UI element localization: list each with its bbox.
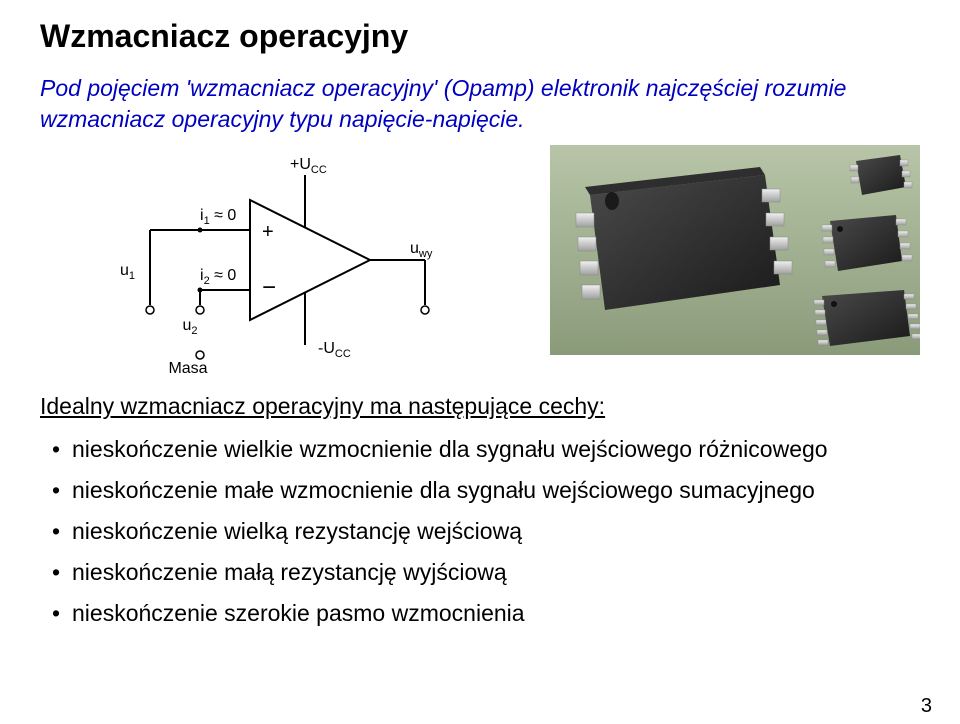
bullet-item: nieskończenie małe wzmocnienie dla sygna… bbox=[52, 475, 920, 506]
label-uwy: uwy bbox=[410, 240, 433, 260]
bullet-item: nieskończenie wielkie wzmocnienie dla sy… bbox=[52, 434, 920, 465]
page: Wzmacniacz operacyjny Pod pojęciem 'wzma… bbox=[0, 0, 960, 724]
opamp-plus-label: + bbox=[262, 221, 274, 243]
intro-text: Pod pojęciem 'wzmacniacz operacyjny' (Op… bbox=[40, 75, 846, 132]
page-title: Wzmacniacz operacyjny bbox=[40, 18, 920, 55]
page-number: 3 bbox=[921, 695, 932, 718]
bullet-item: nieskończenie wielką rezystancję wejścio… bbox=[52, 516, 920, 547]
opamp-minus-label: − bbox=[262, 274, 276, 301]
bullet-item: nieskończenie małą rezystancję wyjściową bbox=[52, 557, 920, 588]
label-ucc-plus: +UCC bbox=[290, 156, 327, 176]
terminal-masa bbox=[196, 351, 204, 359]
chip-photo bbox=[550, 145, 920, 355]
label-i1: i1 ≈ 0 bbox=[200, 207, 236, 227]
intro-paragraph: Pod pojęciem 'wzmacniacz operacyjny' (Op… bbox=[40, 73, 920, 135]
terminal-u1 bbox=[146, 306, 154, 314]
terminal-u2 bbox=[196, 306, 204, 314]
label-ucc-minus: -UCC bbox=[318, 340, 351, 360]
terminal-out bbox=[421, 306, 429, 314]
label-u2: u2 bbox=[182, 317, 197, 337]
opamp-schematic: + − +UCC -UCC i1 ≈ 0 bbox=[80, 145, 500, 375]
label-u1: u1 bbox=[120, 262, 135, 282]
subheading: Idealny wzmacniacz operacyjny ma następu… bbox=[40, 393, 920, 420]
node-bot bbox=[198, 288, 203, 293]
opamp-triangle bbox=[250, 200, 370, 320]
node-top bbox=[198, 228, 203, 233]
label-masa: Masa bbox=[168, 360, 207, 375]
bullet-list: nieskończenie wielkie wzmocnienie dla sy… bbox=[40, 434, 920, 629]
label-i2: i2 ≈ 0 bbox=[200, 267, 236, 287]
figure-row: + − +UCC -UCC i1 ≈ 0 bbox=[40, 145, 920, 375]
bullet-item: nieskończenie szerokie pasmo wzmocnienia bbox=[52, 598, 920, 629]
